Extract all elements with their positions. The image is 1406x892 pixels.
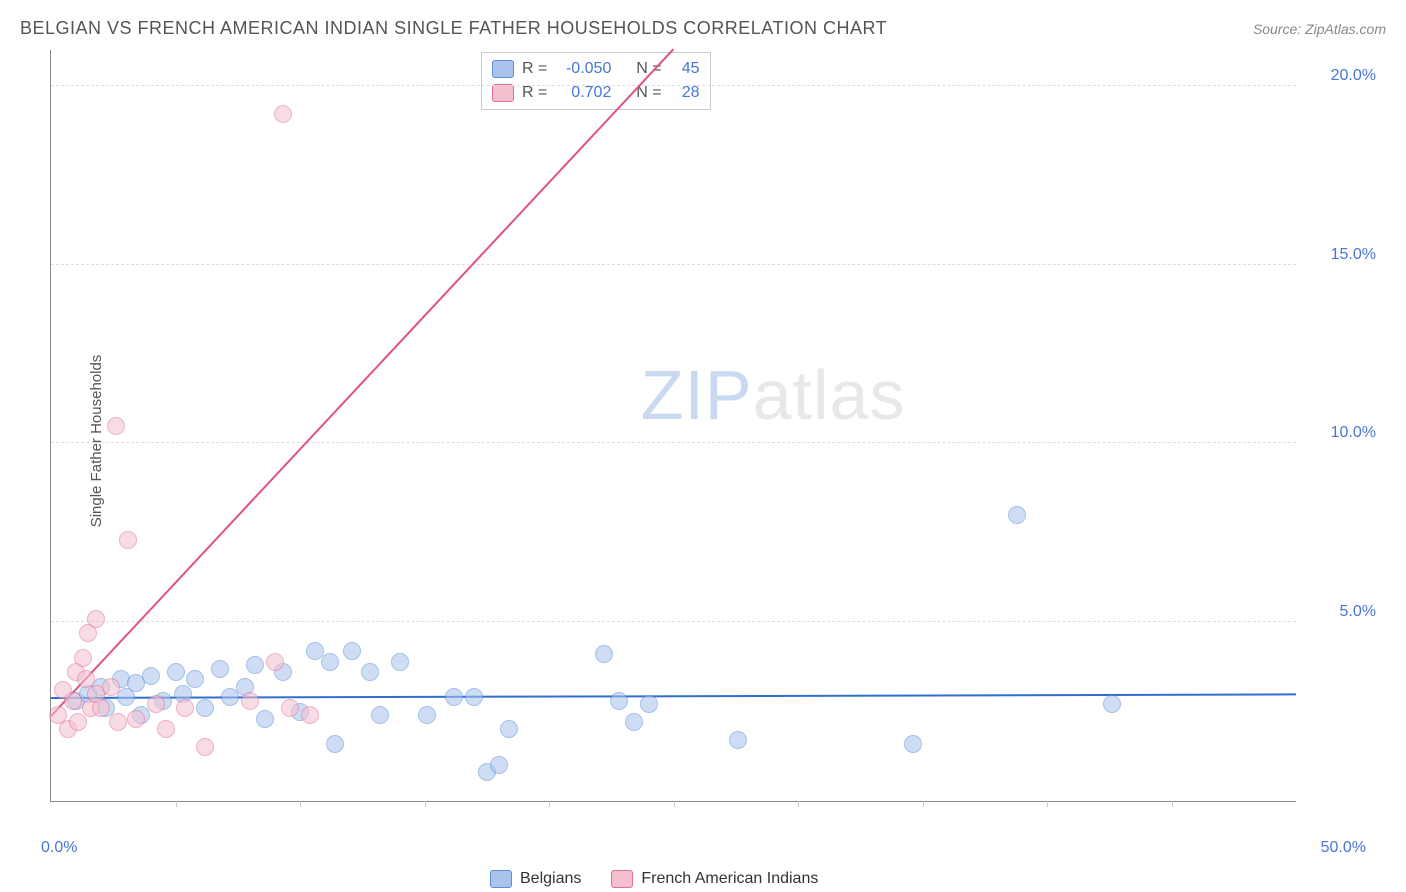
gridline-h [51,85,1296,86]
y-tick-label: 5.0% [1340,603,1376,621]
scatter-point [109,713,127,731]
scatter-point [371,706,389,724]
x-minor-tick [176,801,177,807]
scatter-point [74,649,92,667]
watermark-atlas: atlas [753,356,906,434]
scatter-point [142,667,160,685]
y-tick-label: 20.0% [1331,67,1376,85]
scatter-point [87,610,105,628]
legend-label: French American Indians [641,870,818,888]
r-label: R = [522,57,547,81]
scatter-point [361,663,379,681]
bottom-legend-item: Belgians [490,870,581,888]
scatter-point [127,710,145,728]
scatter-point [343,642,361,660]
scatter-point [266,653,284,671]
scatter-point [186,670,204,688]
scatter-point [326,735,344,753]
scatter-point [196,699,214,717]
plot-area: ZIPatlas R =-0.050 N =45R =0.702 N =28 5… [50,50,1296,802]
legend-swatch [611,870,633,888]
stats-legend-row: R = -0.050 N = 45 [492,57,700,81]
gridline-h [51,621,1296,622]
x-tick-label: 50.0% [1321,839,1366,857]
scatter-point [640,695,658,713]
source-label: Source: ZipAtlas.com [1253,21,1386,37]
scatter-point [595,645,613,663]
r-value: -0.050 [555,57,611,81]
x-minor-tick [549,801,550,807]
scatter-point [281,699,299,717]
trend-line [50,49,674,717]
chart-container: Single Father Households ZIPatlas R =-0.… [50,50,1386,832]
legend-swatch [490,870,512,888]
scatter-point [167,663,185,681]
scatter-point [729,731,747,749]
watermark: ZIPatlas [641,355,906,435]
scatter-point [107,417,125,435]
scatter-point [176,699,194,717]
scatter-point [904,735,922,753]
gridline-h [51,264,1296,265]
scatter-point [274,105,292,123]
scatter-point [490,756,508,774]
legend-swatch [492,60,514,78]
x-minor-tick [1172,801,1173,807]
scatter-point [301,706,319,724]
scatter-point [119,531,137,549]
chart-title: BELGIAN VS FRENCH AMERICAN INDIAN SINGLE… [20,18,887,39]
scatter-point [1103,695,1121,713]
scatter-point [445,688,463,706]
y-tick-label: 10.0% [1331,424,1376,442]
x-minor-tick [798,801,799,807]
scatter-point [92,699,110,717]
scatter-point [1008,506,1026,524]
scatter-point [256,710,274,728]
n-value: 45 [670,57,700,81]
watermark-zip: ZIP [641,356,753,434]
bottom-legend: Belgians French American Indians [490,870,818,888]
scatter-point [321,653,339,671]
stats-legend: R =-0.050 N =45R =0.702 N =28 [481,52,711,110]
scatter-point [241,692,259,710]
scatter-point [500,720,518,738]
scatter-point [69,713,87,731]
scatter-point [246,656,264,674]
header-row: BELGIAN VS FRENCH AMERICAN INDIAN SINGLE… [20,18,1386,39]
x-minor-tick [300,801,301,807]
scatter-point [102,678,120,696]
scatter-point [147,695,165,713]
x-minor-tick [425,801,426,807]
y-tick-label: 15.0% [1331,246,1376,264]
bottom-legend-item: French American Indians [611,870,818,888]
legend-swatch [492,84,514,102]
scatter-point [418,706,436,724]
legend-label: Belgians [520,870,581,888]
scatter-point [610,692,628,710]
scatter-point [625,713,643,731]
scatter-point [391,653,409,671]
x-minor-tick [674,801,675,807]
n-label: N = [636,57,661,81]
x-tick-label: 0.0% [41,839,77,857]
x-minor-tick [1047,801,1048,807]
scatter-point [211,660,229,678]
x-minor-tick [923,801,924,807]
scatter-point [64,692,82,710]
scatter-point [465,688,483,706]
scatter-point [196,738,214,756]
gridline-h [51,442,1296,443]
scatter-point [157,720,175,738]
